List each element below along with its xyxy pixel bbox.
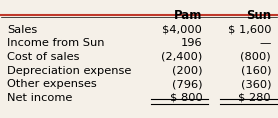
Text: 196: 196 — [181, 38, 202, 48]
Text: Depreciation expense: Depreciation expense — [7, 66, 131, 76]
Text: (800): (800) — [240, 52, 271, 62]
Text: (796): (796) — [172, 79, 202, 89]
Text: (200): (200) — [172, 66, 202, 76]
Text: (360): (360) — [240, 79, 271, 89]
Text: —: — — [260, 38, 271, 48]
Text: Sun: Sun — [246, 9, 271, 22]
Text: Sales: Sales — [7, 25, 37, 35]
Text: (2,400): (2,400) — [161, 52, 202, 62]
Text: Pam: Pam — [174, 9, 202, 22]
Text: Cost of sales: Cost of sales — [7, 52, 80, 62]
Text: Net income: Net income — [7, 93, 72, 103]
Text: $ 1,600: $ 1,600 — [228, 25, 271, 35]
Text: Other expenses: Other expenses — [7, 79, 97, 89]
Text: $4,000: $4,000 — [162, 25, 202, 35]
Text: Income from Sun: Income from Sun — [7, 38, 105, 48]
Text: $ 280: $ 280 — [239, 93, 271, 103]
Text: $ 800: $ 800 — [170, 93, 202, 103]
Text: (160): (160) — [240, 66, 271, 76]
